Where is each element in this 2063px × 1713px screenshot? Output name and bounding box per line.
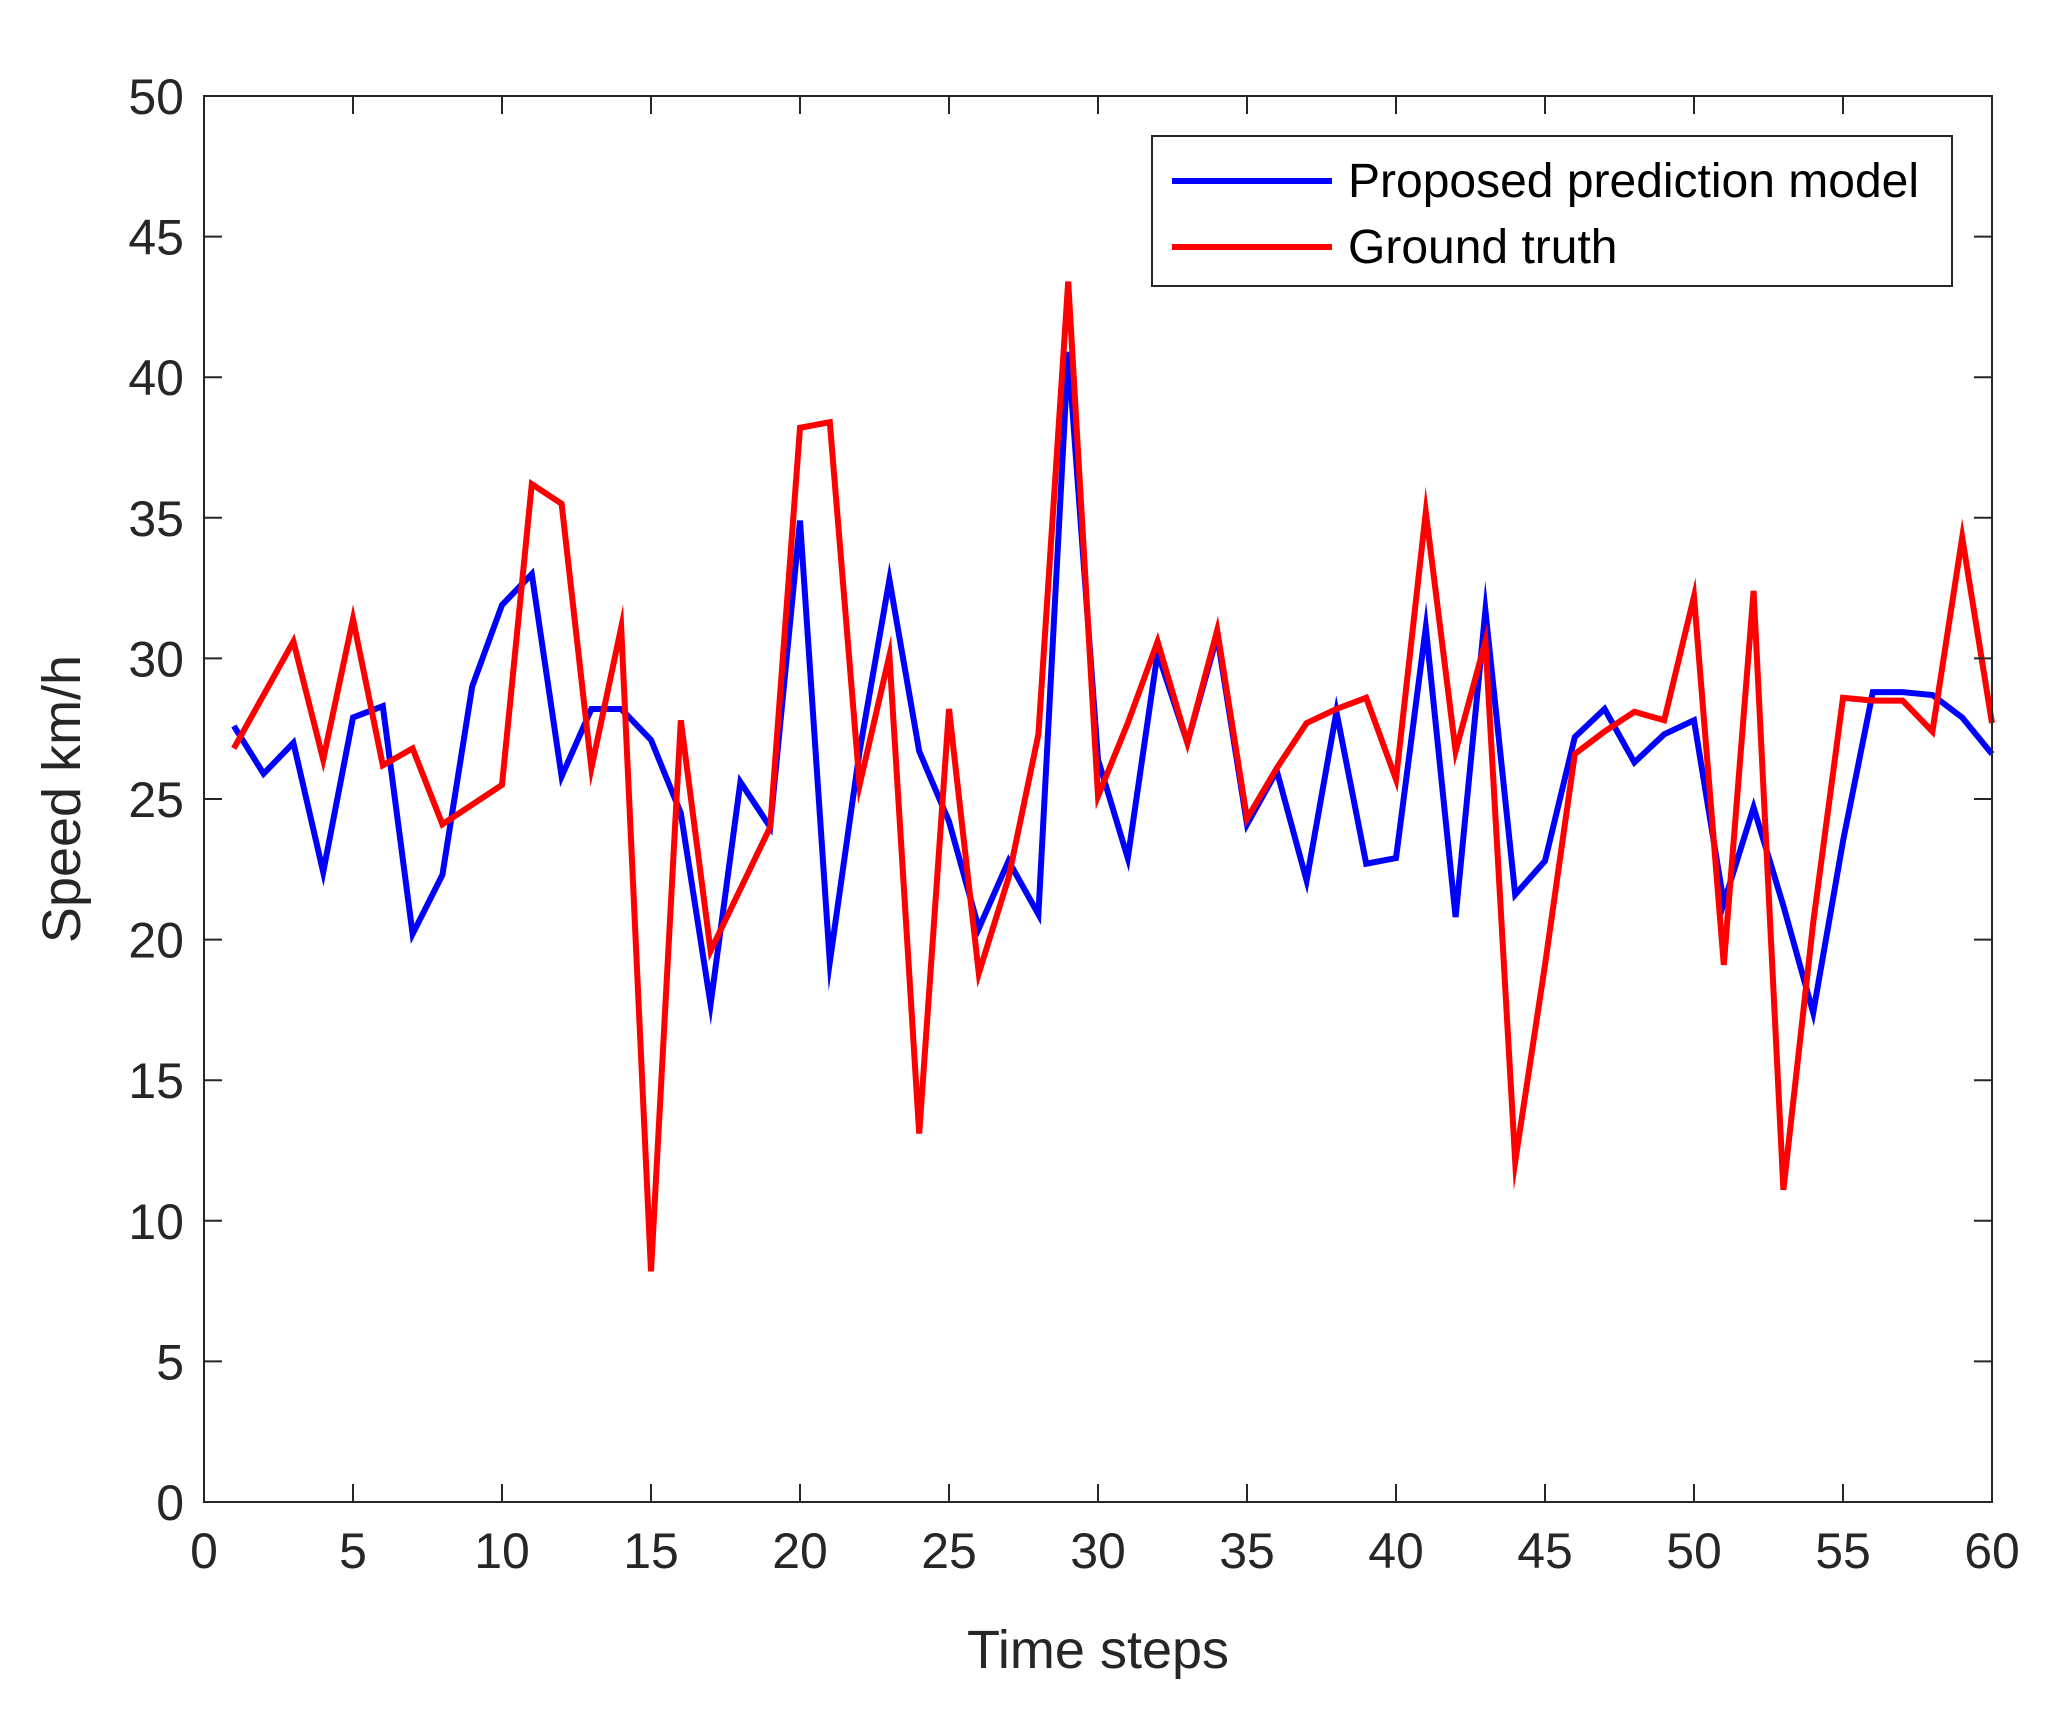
- y-tick-label: 35: [128, 491, 184, 547]
- legend-box: [1151, 135, 1953, 287]
- x-axis-label: Time steps: [967, 1620, 1229, 1680]
- x-tick-label: 60: [1964, 1523, 2020, 1579]
- y-tick-label: 45: [128, 210, 184, 266]
- legend-label-ground-truth: Ground truth: [1348, 221, 1617, 274]
- y-tick-label: 30: [128, 631, 184, 687]
- x-tick-label: 20: [772, 1523, 828, 1579]
- x-tick-label: 30: [1070, 1523, 1126, 1579]
- series-line-ground-truth: [231, 281, 1995, 1272]
- x-tick-label: 35: [1219, 1523, 1275, 1579]
- legend-label-prediction: Proposed prediction model: [1348, 155, 1919, 208]
- x-tick-label: 45: [1517, 1523, 1573, 1579]
- x-tick-label: 15: [623, 1523, 679, 1579]
- ticks-layer: 0 5 10 15 20 25 30 35 40 45 50 55 60 0 5 10 15 20 25 30 35 40…: [128, 69, 2019, 1579]
- x-tick-label: 5: [339, 1523, 367, 1579]
- y-tick-label: 0: [156, 1475, 184, 1531]
- legend: Proposed prediction model Ground truth: [1151, 135, 1953, 287]
- y-tick-label: 50: [128, 69, 184, 125]
- x-tick-label: 10: [474, 1523, 530, 1579]
- x-tick-label: 40: [1368, 1523, 1424, 1579]
- x-tick-label: 25: [921, 1523, 977, 1579]
- y-tick-label: 25: [128, 772, 184, 828]
- y-tick-label: 40: [128, 350, 184, 406]
- x-tick-label: 50: [1666, 1523, 1722, 1579]
- y-tick-label: 10: [128, 1194, 184, 1250]
- y-tick-label: 15: [128, 1053, 184, 1109]
- y-tick-label: 5: [156, 1334, 184, 1390]
- series-line-prediction: [231, 351, 1995, 1027]
- series-layer: [231, 281, 1995, 1272]
- y-tick-label: 20: [128, 913, 184, 969]
- y-axis-label: Speed km/h: [32, 655, 92, 943]
- x-tick-label: 0: [190, 1523, 218, 1579]
- x-tick-label: 55: [1815, 1523, 1871, 1579]
